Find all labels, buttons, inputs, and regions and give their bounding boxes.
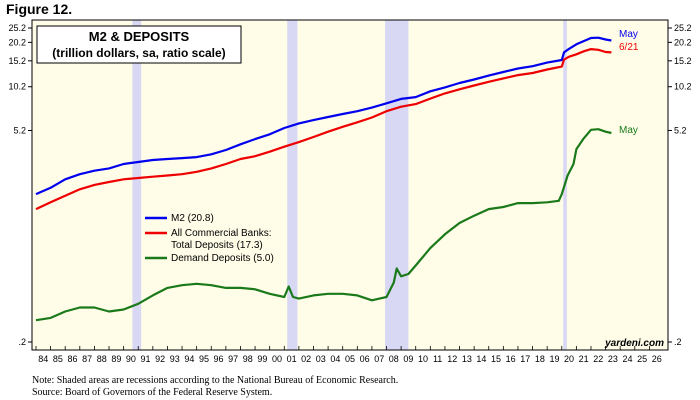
end-label-deposits: 6/21: [619, 42, 639, 53]
chart-subtitle: (trillion dollars, sa, ratio scale): [52, 46, 225, 60]
legend-label-m2: M2 (20.8): [171, 213, 214, 224]
end-label-m2: May: [619, 29, 638, 40]
y-tick-label-left-3: 10.2: [8, 82, 26, 92]
x-tick-label-18: 18: [535, 354, 545, 364]
recession-band-0: [132, 20, 142, 350]
title-box: M2 & DEPOSITS (trillion dollars, sa, rat…: [36, 25, 242, 64]
chart-title: M2 & DEPOSITS: [89, 29, 190, 44]
y-tick-label-right-2: 15.2: [674, 56, 692, 66]
x-tick-label-86: 86: [68, 354, 78, 364]
chart: 25.2 25.220.2 20.215.2 15.210.2 10.25.2 5.2.2…: [8, 19, 692, 364]
y-tick-label-left-5: .2: [18, 337, 26, 347]
x-tick-label-95: 95: [199, 354, 209, 364]
watermark: yardeni.com: [604, 338, 664, 349]
x-tick-label-84: 84: [38, 354, 48, 364]
x-tick-label-15: 15: [491, 354, 501, 364]
x-tick-label-93: 93: [170, 354, 180, 364]
x-tick-label-05: 05: [345, 354, 355, 364]
recession-band-1: [287, 20, 298, 350]
x-tick-label-97: 97: [228, 354, 238, 364]
x-ticks: 84 85 86 87 88 89 90 91 92 93 94 95 96 97 98 99 00 01 02 03…: [35, 346, 662, 364]
x-tick-label-96: 96: [214, 354, 224, 364]
figure-label: Figure 12.: [6, 1, 73, 17]
x-tick-label-06: 06: [360, 354, 370, 364]
plot-background: [31, 19, 669, 351]
recession-band-2: [385, 20, 409, 350]
x-tick-label-12: 12: [447, 354, 457, 364]
x-tick-label-02: 02: [301, 354, 311, 364]
x-tick-label-00: 00: [272, 354, 282, 364]
y-tick-label-left-0: 25.2: [8, 23, 26, 33]
series-line-m2: [35, 36, 612, 196]
x-tick-label-24: 24: [622, 354, 632, 364]
series-layer: [35, 36, 612, 322]
x-tick-label-99: 99: [257, 354, 267, 364]
x-tick-label-87: 87: [82, 354, 92, 364]
x-tick-label-14: 14: [476, 354, 486, 364]
series-line-demand-deposits: [35, 128, 612, 322]
x-tick-label-11: 11: [433, 354, 442, 364]
y-tick-label-left-1: 20.2: [8, 37, 26, 47]
x-tick-label-91: 91: [141, 354, 151, 364]
x-tick-label-08: 08: [389, 354, 399, 364]
legend-label-demand: Demand Deposits (5.0): [171, 253, 274, 264]
x-tick-label-07: 07: [374, 354, 384, 364]
x-tick-label-19: 19: [549, 354, 559, 364]
x-tick-label-13: 13: [462, 354, 472, 364]
x-tick-label-09: 09: [403, 354, 413, 364]
x-tick-label-90: 90: [126, 354, 136, 364]
x-tick-label-23: 23: [608, 354, 618, 364]
footnote-recessions: Note: Shaded areas are recessions accord…: [32, 375, 399, 386]
legend: M2 (20.8) All Commercial Banks: Total De…: [145, 213, 274, 264]
y-tick-label-right-0: 25.2: [674, 23, 692, 33]
x-tick-label-89: 89: [111, 354, 121, 364]
x-tick-label-01: 01: [287, 354, 297, 364]
legend-label-deposits-2: Total Deposits (17.3): [171, 240, 263, 251]
x-tick-label-92: 92: [155, 354, 165, 364]
x-tick-label-26: 26: [652, 354, 662, 364]
y-tick-label-left-2: 15.2: [8, 56, 26, 66]
y-tick-label-right-5: .2: [674, 337, 682, 347]
x-tick-label-17: 17: [520, 354, 530, 364]
y-ticks: 25.2 25.2 20.2 20.2 15.2 15.2 10.2 10.2 5.2 5.2 .2…: [8, 23, 691, 347]
x-tick-label-10: 10: [418, 354, 428, 364]
x-tick-label-04: 04: [330, 354, 340, 364]
x-tick-label-20: 20: [564, 354, 574, 364]
x-tick-label-88: 88: [97, 354, 107, 364]
legend-label-deposits-1: All Commercial Banks:: [171, 228, 272, 239]
footnote-source: Source: Board of Governors of the Federa…: [32, 387, 273, 398]
y-tick-label-left-4: 5.2: [13, 125, 26, 135]
y-tick-label-right-3: 10.2: [674, 82, 692, 92]
x-tick-label-21: 21: [579, 354, 589, 364]
x-tick-label-98: 98: [243, 354, 253, 364]
y-tick-label-right-4: 5.2: [674, 125, 687, 135]
y-tick-label-right-1: 20.2: [674, 37, 692, 47]
series-line-total-deposits: [35, 48, 612, 211]
x-tick-label-03: 03: [316, 354, 326, 364]
end-label-demand: May: [619, 125, 638, 136]
x-tick-label-22: 22: [593, 354, 603, 364]
x-tick-label-85: 85: [53, 354, 63, 364]
x-tick-label-16: 16: [506, 354, 516, 364]
x-tick-label-25: 25: [637, 354, 647, 364]
x-tick-label-94: 94: [184, 354, 194, 364]
